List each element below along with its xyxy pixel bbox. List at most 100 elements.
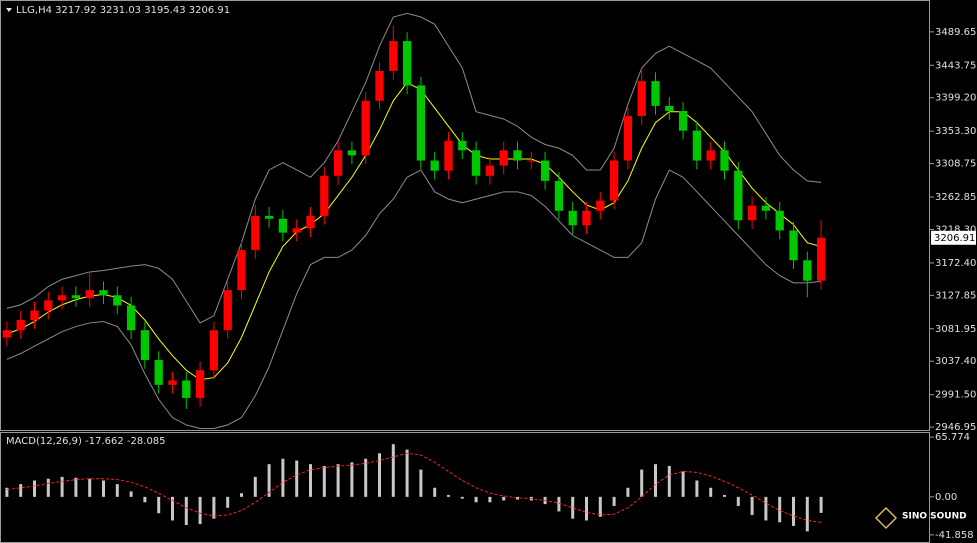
macd-value: -17.662: [85, 436, 124, 447]
candle-body: [582, 210, 591, 226]
y-tick-label: 3399.20: [935, 93, 976, 104]
last-price-box: [931, 230, 976, 245]
candle-body: [527, 160, 536, 162]
quote-low: 3195.43: [144, 5, 185, 16]
macd-bar: [33, 480, 36, 497]
macd-bar: [764, 496, 768, 521]
macd-bar: [267, 464, 271, 497]
macd-bar: [88, 478, 92, 497]
candle-body: [16, 320, 25, 331]
candle-body: [389, 41, 398, 71]
candle-body: [237, 250, 246, 291]
macd-bar: [736, 496, 740, 506]
macd-bar: [640, 469, 644, 497]
candle-body: [430, 160, 439, 171]
candle-body: [761, 205, 771, 211]
y-tick-label: 65.774: [935, 432, 970, 443]
candle-body: [333, 150, 343, 176]
macd-label: MACD(12,26,9): [6, 436, 82, 447]
macd-bar: [74, 477, 78, 497]
macd-bar: [778, 496, 782, 523]
macd-bar: [695, 480, 699, 497]
macd-bar: [253, 476, 257, 497]
macd-bar: [295, 460, 299, 497]
quote-close: 3206.91: [189, 5, 230, 16]
candle-body: [678, 110, 688, 131]
candle-body: [623, 116, 633, 161]
macd-bar: [391, 444, 395, 497]
candle-body: [816, 237, 826, 281]
candle-body: [85, 290, 94, 299]
y-tick-label: 3037.40: [935, 356, 976, 367]
macd-bar: [5, 487, 9, 497]
quote-open: 3217.92: [55, 5, 96, 16]
candle-body: [361, 100, 370, 156]
candle-body: [140, 330, 150, 361]
candle-body: [195, 370, 205, 398]
candle-body: [609, 160, 619, 201]
candle-body: [734, 170, 743, 221]
y-tick-label: 3308.75: [935, 159, 976, 170]
signal-value: -28.085: [127, 436, 166, 447]
candle-body: [320, 175, 329, 216]
macd-bar: [281, 458, 285, 497]
signal-line: [6, 452, 822, 523]
macd-bar: [336, 464, 340, 497]
macd-bar: [516, 496, 519, 500]
menu-arrow: [6, 8, 12, 12]
candle-body: [99, 290, 108, 296]
candle-body: [44, 300, 53, 311]
y-tick-label: 3262.85: [935, 192, 976, 203]
candle-body: [251, 215, 260, 251]
macd-bar: [198, 496, 202, 525]
candle-body: [651, 81, 660, 106]
y-tick-label: -41.858: [935, 530, 974, 541]
macd-bar: [460, 496, 464, 499]
y-tick-label: 0.00: [935, 492, 957, 503]
quote-header: LLG,H4 3217.92 3231.03 3195.43 3206.91: [16, 5, 230, 16]
macd-bar: [557, 496, 561, 512]
candle-body: [113, 295, 122, 306]
macd-bar: [364, 458, 368, 497]
macd-bar: [322, 465, 326, 497]
candle-body: [30, 310, 39, 321]
macd-bar: [667, 465, 671, 497]
macd-bar: [626, 487, 630, 497]
macd-bar: [474, 496, 478, 503]
macd-bar: [792, 496, 795, 526]
candle-body: [789, 230, 798, 261]
macd-bar: [612, 496, 616, 506]
candle-body: [264, 215, 274, 219]
candle-body: [278, 218, 288, 233]
candle-body: [471, 150, 481, 176]
macd-bar: [598, 496, 602, 517]
symbol: LLG,H4: [16, 5, 52, 16]
macd-bar: [129, 491, 133, 497]
candle-body: [402, 41, 412, 86]
candle-body: [775, 210, 784, 231]
last-price-label: 3206.91: [934, 233, 975, 244]
candle-body: [209, 330, 219, 371]
macd-bar: [488, 496, 492, 503]
y-tick-label: 3443.75: [935, 60, 976, 71]
macd-bar: [212, 496, 216, 519]
macd-bar: [405, 449, 409, 497]
candle-body: [347, 150, 357, 156]
macd-bar: [19, 484, 23, 497]
candle-body: [306, 215, 315, 229]
macd-bar: [60, 476, 64, 497]
macd-bar: [819, 496, 823, 513]
macd-bar: [157, 496, 161, 514]
y-tick-label: 3081.95: [935, 324, 976, 335]
macd-bar: [115, 484, 119, 497]
logo: [874, 506, 898, 530]
macd-bar: [171, 496, 174, 521]
candle-body: [803, 260, 812, 281]
macd-bar: [419, 469, 423, 497]
y-tick-label: 3127.85: [935, 290, 976, 301]
macd-header: MACD(12,26,9) -17.662 -28.085: [6, 436, 166, 447]
y-tick-label: 3218.30: [935, 224, 976, 235]
macd-panel-frame: [0, 432, 930, 543]
macd-bar: [723, 495, 726, 497]
